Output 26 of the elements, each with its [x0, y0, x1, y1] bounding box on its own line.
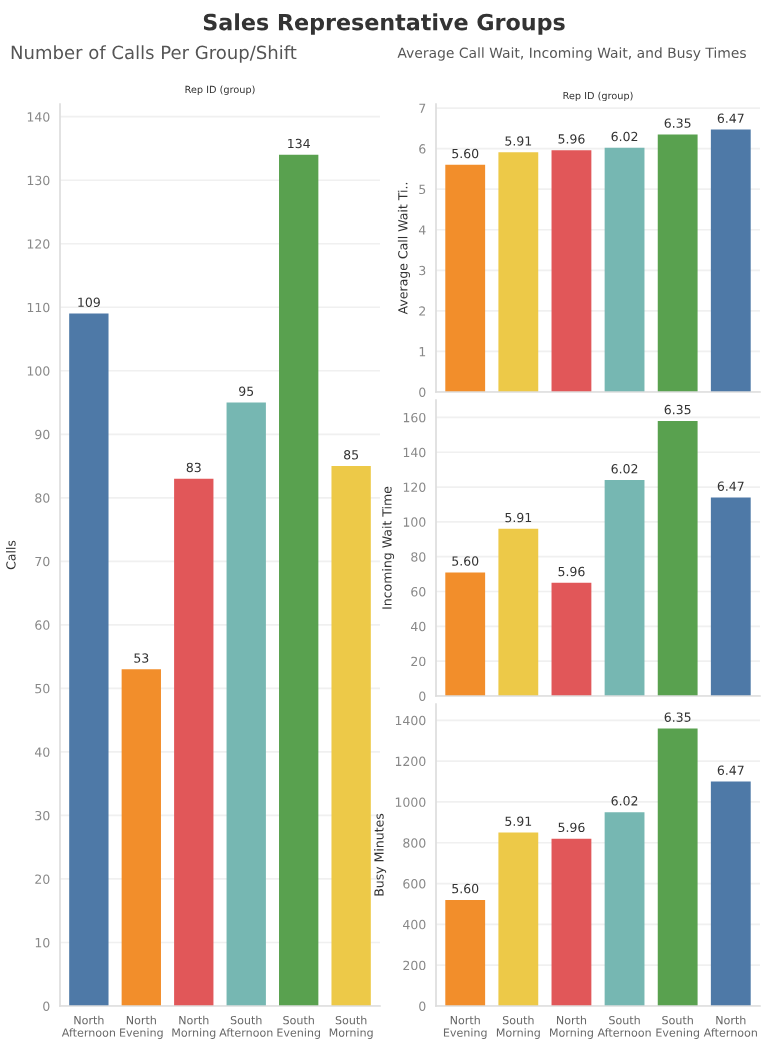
bar	[226, 402, 266, 1006]
bar	[657, 728, 698, 1006]
bar	[331, 466, 371, 1006]
bar	[604, 147, 645, 392]
bar	[604, 812, 645, 1006]
bar	[69, 313, 109, 1006]
bar	[551, 150, 592, 392]
bar	[710, 497, 751, 696]
bar	[121, 669, 161, 1006]
bar	[445, 572, 486, 696]
bar	[498, 832, 539, 1006]
bar	[657, 134, 698, 392]
bar	[498, 152, 539, 392]
chart-subtitle: Number of Calls Per Group/Shift	[11, 45, 297, 63]
bar	[445, 899, 486, 1006]
chart-title: Sales Representative Groups	[203, 13, 565, 35]
bar	[551, 838, 592, 1006]
bar	[445, 164, 486, 392]
bar	[657, 420, 698, 696]
bar	[174, 478, 214, 1006]
bar	[710, 129, 751, 392]
bar	[710, 781, 751, 1006]
bar	[279, 154, 319, 1006]
bar	[498, 528, 539, 696]
bar	[551, 582, 592, 696]
bar	[604, 480, 645, 696]
